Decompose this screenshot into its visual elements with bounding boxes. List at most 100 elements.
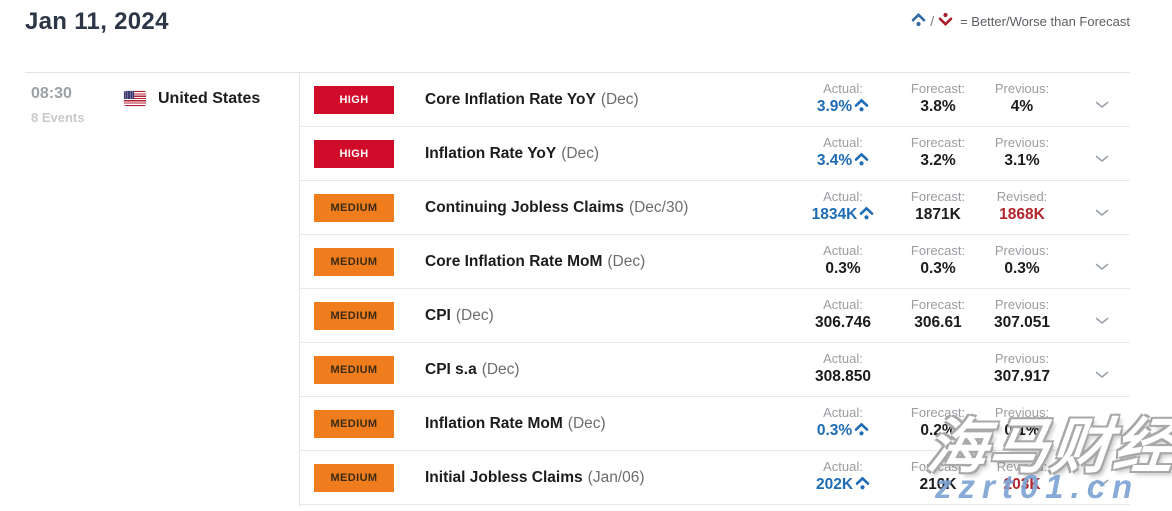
- actual-column: Actual: 202K: [788, 451, 898, 494]
- chevron-down-dot-icon: [938, 12, 953, 30]
- actual-label: Actual:: [823, 351, 863, 366]
- event-name: Inflation Rate YoY: [425, 145, 557, 162]
- forecast-column: Forecast: 3.2%: [883, 127, 993, 170]
- forecast-column: Forecast: 1871K: [883, 181, 993, 224]
- previous-column: Previous: 0.1%: [967, 397, 1077, 440]
- forecast-label: Forecast:: [910, 297, 966, 312]
- chevron-up-dot-icon: [911, 12, 926, 30]
- actual-label: Actual:: [823, 405, 863, 420]
- previous-column: Previous: 307.917: [967, 343, 1077, 386]
- event-row[interactable]: MEDIUM Initial Jobless Claims (Jan/06) A…: [300, 451, 1130, 505]
- better-than-forecast-icon: [854, 98, 869, 116]
- event-row[interactable]: MEDIUM CPI (Dec) Actual: 306.746 Forecas…: [300, 289, 1130, 343]
- previous-value: 203K: [1003, 476, 1041, 493]
- importance-badge: MEDIUM: [314, 356, 394, 384]
- importance-badge: MEDIUM: [314, 464, 394, 492]
- importance-badge: HIGH: [314, 140, 394, 168]
- forecast-column: Forecast: 0.2%: [883, 397, 993, 440]
- previous-column: Previous: 4%: [967, 73, 1077, 116]
- forecast-value: 0.2%: [920, 422, 956, 439]
- event-row[interactable]: MEDIUM Inflation Rate MoM (Dec) Actual: …: [300, 397, 1130, 451]
- event-name: CPI: [425, 307, 451, 324]
- actual-value: 202K: [815, 476, 854, 493]
- forecast-label: Forecast:: [910, 243, 966, 258]
- event-name: Initial Jobless Claims: [425, 469, 583, 486]
- event-row[interactable]: HIGH Core Inflation Rate YoY (Dec) Actua…: [300, 73, 1130, 127]
- importance-badge: MEDIUM: [314, 302, 394, 330]
- event-row[interactable]: MEDIUM Continuing Jobless Claims (Dec/30…: [300, 181, 1130, 235]
- actual-column: Actual: 306.746: [788, 289, 898, 332]
- actual-value: 308.850: [814, 368, 872, 385]
- importance-badge: MEDIUM: [314, 194, 394, 222]
- importance-badge: MEDIUM: [314, 248, 394, 276]
- event-period: (Dec): [567, 415, 606, 432]
- previous-value: 4%: [1010, 98, 1034, 115]
- actual-value: 3.9%: [816, 98, 853, 115]
- event-row[interactable]: HIGH Inflation Rate YoY (Dec) Actual: 3.…: [300, 127, 1130, 181]
- previous-label: Previous:: [994, 81, 1050, 96]
- chevron-down-icon[interactable]: [1095, 312, 1109, 325]
- actual-label: Actual:: [823, 297, 863, 312]
- event-row[interactable]: MEDIUM CPI s.a (Dec) Actual: 308.850 Pre…: [300, 343, 1130, 397]
- event-rows: HIGH Core Inflation Rate YoY (Dec) Actua…: [300, 73, 1130, 505]
- events-count: 8 Events: [31, 110, 85, 125]
- previous-column: Previous: 307.051: [967, 289, 1077, 332]
- legend: / = Better/Worse than Forecast: [911, 12, 1130, 30]
- actual-label: Actual:: [823, 189, 863, 204]
- event-period: (Jan/06): [587, 469, 645, 486]
- time-country-panel: 08:30 8 Events United States: [25, 73, 300, 507]
- event-period: (Dec/30): [628, 199, 689, 216]
- chevron-down-icon[interactable]: [1095, 150, 1109, 163]
- previous-value: 0.3%: [1004, 260, 1040, 277]
- economic-calendar-table: 08:30 8 Events United States HIGH Core I…: [25, 72, 1130, 507]
- actual-column: Actual: 3.9%: [788, 73, 898, 116]
- event-time: 08:30: [31, 85, 72, 102]
- actual-value: 0.3%: [825, 260, 861, 277]
- importance-badge: HIGH: [314, 86, 394, 114]
- forecast-column: Forecast: 0.3%: [883, 235, 993, 278]
- actual-value: 3.4%: [816, 152, 853, 169]
- event-period: (Dec): [607, 253, 646, 270]
- actual-value: 0.3%: [816, 422, 853, 439]
- actual-value: 306.746: [814, 314, 872, 331]
- forecast-label: Forecast:: [910, 135, 966, 150]
- better-than-forecast-icon: [855, 476, 870, 494]
- event-period: (Dec): [481, 361, 520, 378]
- previous-label: Revised:: [996, 189, 1048, 204]
- previous-label: Previous:: [994, 405, 1050, 420]
- actual-column: Actual: 0.3%: [788, 235, 898, 278]
- legend-separator: /: [930, 13, 935, 29]
- chevron-down-icon[interactable]: [1095, 96, 1109, 109]
- actual-label: Actual:: [823, 81, 863, 96]
- us-flag-icon: [124, 91, 146, 106]
- chevron-down-icon[interactable]: [1095, 420, 1109, 433]
- forecast-column: Forecast: 3.8%: [883, 73, 993, 116]
- event-name: Inflation Rate MoM: [425, 415, 563, 432]
- forecast-label: Forecast:: [910, 405, 966, 420]
- chevron-down-icon[interactable]: [1095, 474, 1109, 487]
- event-row[interactable]: MEDIUM Core Inflation Rate MoM (Dec) Act…: [300, 235, 1130, 289]
- previous-label: Previous:: [994, 297, 1050, 312]
- actual-label: Actual:: [823, 459, 863, 474]
- forecast-column: Forecast: 210K: [883, 451, 993, 494]
- actual-label: Actual:: [823, 243, 863, 258]
- previous-value: 1868K: [999, 206, 1045, 223]
- chevron-down-icon[interactable]: [1095, 366, 1109, 379]
- country-name: United States: [158, 90, 261, 107]
- forecast-label: Forecast:: [910, 81, 966, 96]
- event-period: (Dec): [455, 307, 494, 324]
- chevron-down-icon[interactable]: [1095, 258, 1109, 271]
- previous-label: Previous:: [994, 135, 1050, 150]
- previous-label: Previous:: [994, 243, 1050, 258]
- actual-column: Actual: 0.3%: [788, 397, 898, 440]
- event-period: (Dec): [561, 145, 600, 162]
- event-name: CPI s.a: [425, 361, 477, 378]
- better-than-forecast-icon: [854, 152, 869, 170]
- forecast-value: 3.8%: [920, 98, 956, 115]
- previous-value: 307.917: [993, 368, 1051, 385]
- previous-value: 0.1%: [1004, 422, 1040, 439]
- previous-column: Revised: 1868K: [967, 181, 1077, 224]
- chevron-down-icon[interactable]: [1095, 204, 1109, 217]
- forecast-value: 3.2%: [920, 152, 956, 169]
- previous-column: Previous: 0.3%: [967, 235, 1077, 278]
